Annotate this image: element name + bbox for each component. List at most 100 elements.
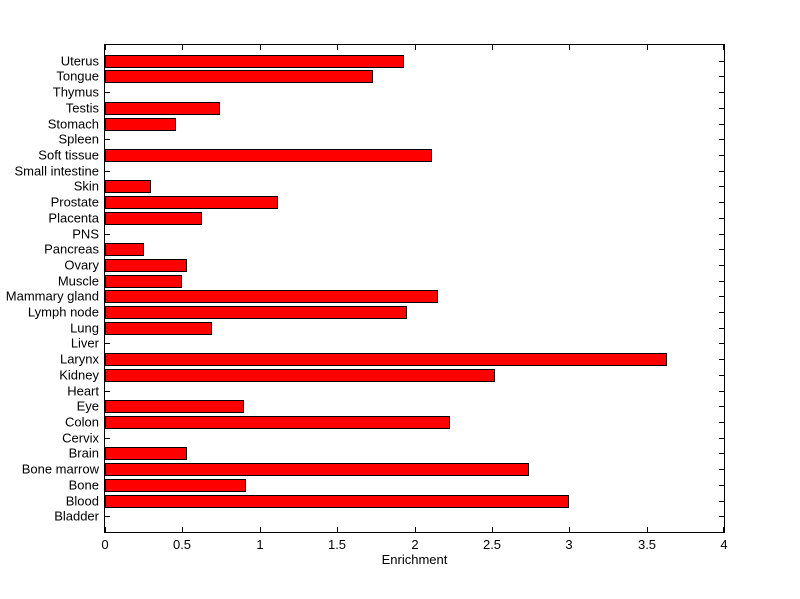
- bar: [105, 353, 667, 366]
- y-tick-label: Uterus: [60, 53, 99, 69]
- x-axis-tick-top: [492, 45, 493, 50]
- y-tick-label: Bladder: [54, 508, 99, 524]
- bar: [105, 243, 144, 256]
- x-axis-tick: [182, 527, 183, 532]
- y-axis-tick-right: [719, 92, 724, 93]
- y-tick-label: Pancreas: [44, 241, 99, 257]
- bar: [105, 180, 151, 193]
- y-axis-tick-right: [719, 61, 724, 62]
- x-axis-label: Enrichment: [381, 552, 448, 567]
- y-tick-label: Kidney: [59, 367, 99, 383]
- x-axis-tick-top: [723, 45, 724, 50]
- bar: [105, 306, 407, 319]
- x-axis-tick: [415, 527, 416, 532]
- y-axis-tick: [105, 516, 110, 517]
- y-tick-label: Prostate: [50, 194, 99, 210]
- x-tick-label: 1.5: [327, 537, 347, 552]
- x-tick-label: 0.5: [172, 537, 192, 552]
- y-tick-label: Lymph node: [27, 304, 99, 320]
- y-axis-tick-right: [719, 249, 724, 250]
- y-axis-tick-right: [719, 375, 724, 376]
- y-axis-tick-right: [719, 186, 724, 187]
- bar: [105, 55, 404, 68]
- x-axis-tick: [647, 527, 648, 532]
- bar: [105, 369, 495, 382]
- y-axis-tick-right: [719, 391, 724, 392]
- x-axis-tick: [260, 527, 261, 532]
- bar: [105, 416, 450, 429]
- y-tick-label: Testis: [65, 100, 99, 116]
- y-tick-label: Blood: [65, 493, 99, 509]
- x-axis-tick: [105, 527, 106, 532]
- y-tick-label: Colon: [65, 414, 99, 430]
- bar: [105, 290, 438, 303]
- y-axis-tick-right: [719, 343, 724, 344]
- x-axis-tick-top: [337, 45, 338, 50]
- y-axis-tick: [105, 438, 110, 439]
- y-axis-tick-right: [719, 469, 724, 470]
- x-tick-label: 2: [411, 537, 419, 552]
- bar: [105, 275, 182, 288]
- x-axis-tick: [569, 527, 570, 532]
- bar: [105, 400, 244, 413]
- y-tick-label: Cervix: [62, 430, 99, 446]
- y-axis-tick-right: [719, 516, 724, 517]
- y-axis-tick-right: [719, 76, 724, 77]
- x-axis-tick-top: [647, 45, 648, 50]
- y-axis-tick: [105, 234, 110, 235]
- y-tick-label: Lung: [70, 320, 99, 336]
- y-tick-label: Bone: [68, 477, 99, 493]
- bar: [105, 118, 176, 131]
- bar: [105, 70, 373, 83]
- bar: [105, 196, 278, 209]
- y-axis-tick-right: [719, 438, 724, 439]
- bar: [105, 102, 220, 115]
- y-tick-label: Skin: [73, 178, 99, 194]
- y-axis-tick-right: [719, 296, 724, 297]
- x-axis-tick: [337, 527, 338, 532]
- y-axis-tick-right: [719, 108, 724, 109]
- x-axis-tick-top: [415, 45, 416, 50]
- y-axis-tick-right: [719, 501, 724, 502]
- y-axis-tick-right: [719, 124, 724, 125]
- y-axis-tick-right: [719, 453, 724, 454]
- y-tick-label: Liver: [70, 335, 99, 351]
- y-tick-label: Tongue: [56, 68, 99, 84]
- bar: [105, 149, 432, 162]
- y-tick-label: Heart: [67, 383, 99, 399]
- x-axis-tick-top: [182, 45, 183, 50]
- y-tick-label: PNS: [72, 226, 99, 242]
- x-axis-tick-top: [260, 45, 261, 50]
- y-axis-tick-right: [719, 202, 724, 203]
- y-axis-tick-right: [719, 171, 724, 172]
- y-axis-tick: [105, 139, 110, 140]
- y-axis-tick-right: [719, 155, 724, 156]
- x-tick-label: 4: [720, 537, 728, 552]
- y-tick-label: Spleen: [58, 131, 99, 147]
- bar: [105, 322, 212, 335]
- y-axis-tick-right: [719, 281, 724, 282]
- y-axis-tick-right: [719, 422, 724, 423]
- y-axis-tick-right: [719, 234, 724, 235]
- bar: [105, 259, 187, 272]
- x-tick-label: 3: [565, 537, 573, 552]
- y-tick-label: Thymus: [52, 84, 99, 100]
- y-axis-tick-right: [719, 312, 724, 313]
- y-axis-tick: [105, 391, 110, 392]
- bar: [105, 495, 569, 508]
- x-axis-tick-top: [569, 45, 570, 50]
- plot-area: [104, 44, 725, 533]
- y-axis-tick-right: [719, 265, 724, 266]
- y-tick-label: Eye: [76, 398, 99, 414]
- bar: [105, 479, 246, 492]
- x-axis-tick: [723, 527, 724, 532]
- bar: [105, 212, 202, 225]
- y-tick-label: Bone marrow: [21, 461, 99, 477]
- y-tick-label: Stomach: [47, 116, 99, 132]
- y-axis-tick: [105, 92, 110, 93]
- y-tick-label: Soft tissue: [38, 147, 99, 163]
- x-axis-tick: [492, 527, 493, 532]
- x-tick-label: 3.5: [637, 537, 657, 552]
- y-axis-tick-right: [719, 139, 724, 140]
